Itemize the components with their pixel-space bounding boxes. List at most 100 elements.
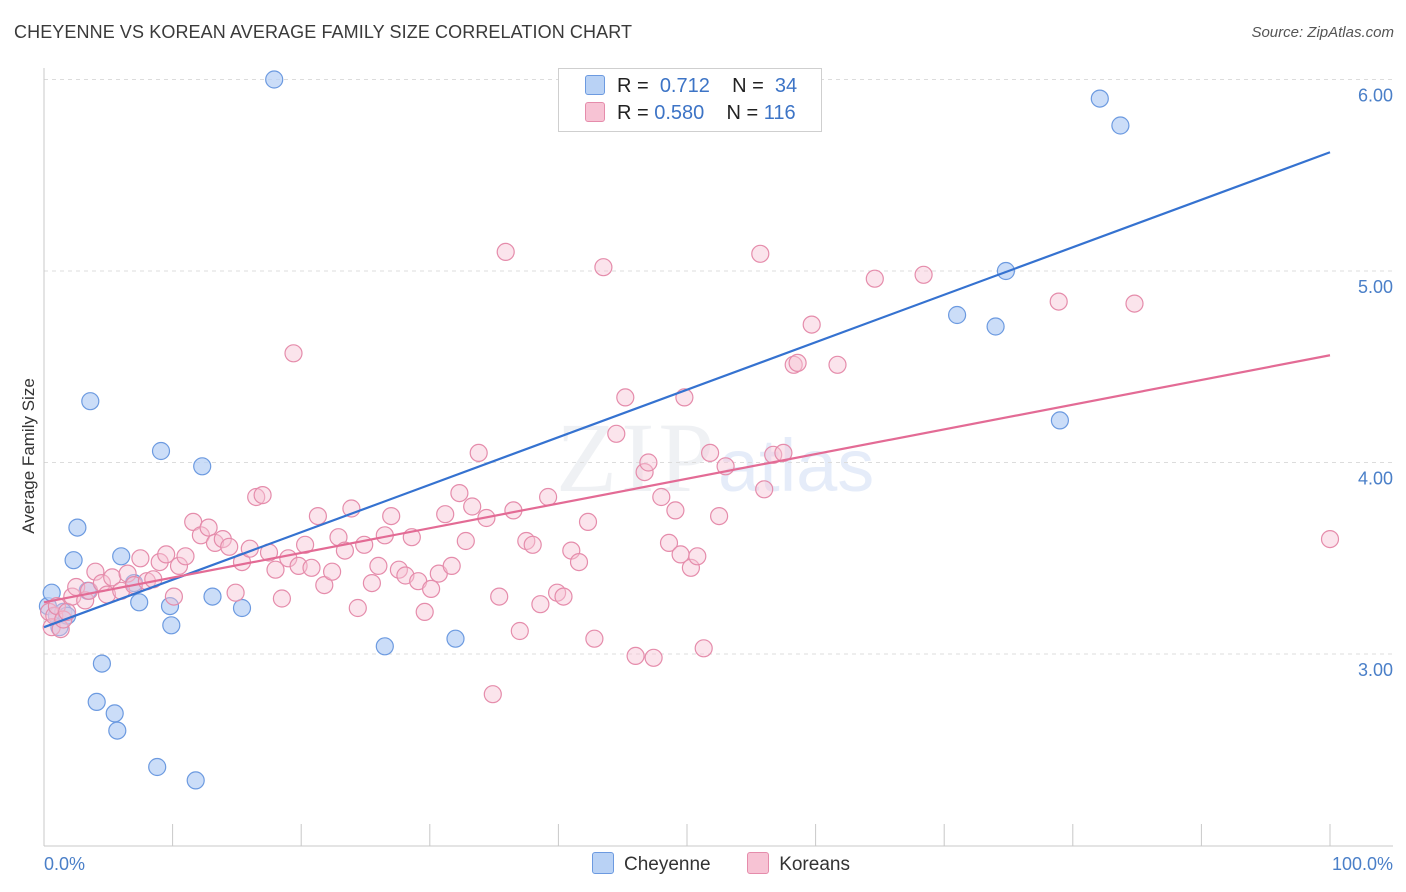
point-koreans-98 [681,558,701,577]
point-koreans-44 [302,558,321,577]
point-cheyenne-18 [151,441,171,461]
trend-lines [43,151,1331,629]
legend-n-value: 116 [763,102,796,124]
point-koreans-78 [531,595,550,614]
point-koreans-73 [496,242,515,261]
point-koreans-28 [199,518,218,537]
point-koreans-27 [191,526,210,545]
series-swatch-koreans [747,852,770,874]
point-koreans-113 [914,265,933,284]
point-koreans-104 [751,244,770,263]
point-koreans-35 [247,487,266,507]
point-cheyenne-32 [1090,89,1109,108]
point-koreans-79 [538,487,558,507]
series-swatch-cheyenne [592,852,614,874]
x-ticks [43,824,1331,846]
stats-legend: R = 0.712 N = 34 R = 0.580 N = 116 [558,68,822,132]
legend-n-value: 34 [774,75,798,97]
y-tick-label-2: 5.00 [1358,277,1393,297]
point-koreans-111 [828,355,847,374]
point-cheyenne-24 [232,598,252,618]
point-koreans-81 [554,587,573,606]
legend-r-value: 0.580 [654,102,705,124]
point-koreans-43 [296,535,315,554]
axes [43,68,1393,847]
point-cheyenne-6 [64,551,83,570]
point-koreans-88 [616,388,635,407]
point-koreans-66 [450,484,469,503]
point-koreans-87 [607,424,626,443]
point-koreans-31 [220,537,239,556]
point-koreans-68 [463,497,482,516]
point-cheyenne-7 [68,518,87,537]
point-koreans-75 [510,621,529,641]
legend-swatch-koreans [585,102,605,122]
series-legend: Cheyenne Koreans [592,852,850,876]
series-label-cheyenne: Cheyenne [624,854,711,875]
point-cheyenne-29 [986,317,1005,336]
y-tick-label-0: 3.00 [1358,660,1393,680]
point-koreans-65 [442,556,461,576]
point-koreans-90 [635,463,654,482]
legend-r-value: 0.712 [659,75,710,97]
point-koreans-84 [578,512,598,532]
point-cheyenne-12 [105,704,124,723]
point-koreans-62 [422,579,441,599]
point-cheyenne-10 [87,692,106,712]
point-koreans-39 [272,589,291,608]
point-cheyenne-23 [203,587,222,606]
point-koreans-116 [1320,529,1340,549]
point-koreans-110 [802,315,821,334]
legend-n-label: N = [732,75,764,97]
point-koreans-24 [169,556,189,576]
point-koreans-105 [755,480,774,499]
point-cheyenne-9 [81,392,100,411]
point-koreans-86 [594,258,613,277]
point-koreans-54 [369,556,388,576]
point-koreans-85 [585,629,604,648]
point-cheyenne-21 [186,771,205,790]
point-koreans-25 [176,547,195,566]
point-koreans-45 [308,506,327,526]
point-koreans-38 [266,560,285,579]
point-koreans-112 [865,269,884,288]
data-points [38,70,1340,790]
point-koreans-16 [118,564,137,583]
point-koreans-72 [490,587,509,606]
chart-source: Source: ZipAtlas.com [1251,24,1394,41]
point-koreans-99 [688,547,707,566]
x-tick-label-max: 100.0% [1332,854,1393,874]
point-koreans-53 [362,573,381,593]
y-tick-label-1: 4.00 [1358,469,1393,489]
point-koreans-56 [382,506,401,526]
point-koreans-41 [284,344,303,363]
point-koreans-101 [700,443,720,462]
point-koreans-67 [456,531,475,551]
point-koreans-91 [639,453,658,472]
tick-labels: 3.00 4.00 5.00 6.00 0.0% 100.0% [44,86,1393,875]
point-koreans-95 [666,501,685,520]
legend-row-koreans: R = 0.580 N = 116 [585,102,796,126]
point-koreans-61 [415,602,434,622]
legend-swatch-cheyenne [585,75,605,95]
series-label-koreans: Koreans [779,854,850,875]
point-cheyenne-33 [1111,116,1130,135]
point-cheyenne-13 [108,721,127,740]
point-cheyenne-20 [162,616,181,635]
point-koreans-92 [644,648,663,667]
point-koreans-23 [164,587,183,606]
point-koreans-94 [659,533,679,553]
point-koreans-100 [694,639,713,658]
legend-row-cheyenne: R = 0.712 N = 34 [585,75,797,99]
point-cheyenne-28 [947,305,967,325]
x-tick-label-min: 0.0% [44,854,85,874]
point-koreans-107 [774,443,793,462]
point-koreans-83 [569,552,589,572]
point-koreans-89 [626,646,645,666]
point-koreans-51 [348,598,367,618]
chart-title: CHEYENNE VS KOREAN AVERAGE FAMILY SIZE C… [14,22,633,42]
point-cheyenne-16 [130,593,149,612]
point-koreans-102 [709,506,729,526]
point-koreans-114 [1049,292,1068,311]
y-tick-label-3: 6.00 [1358,86,1393,106]
